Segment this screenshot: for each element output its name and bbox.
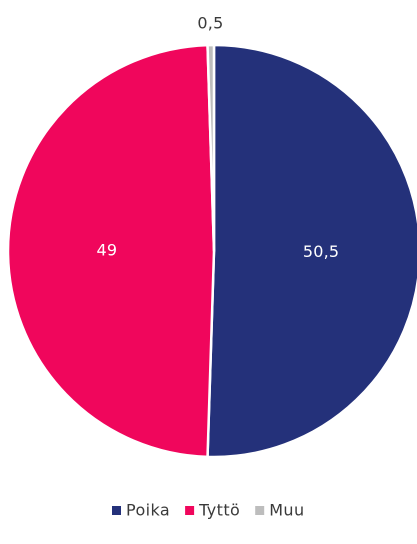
pie-slice-muu [206, 43, 216, 253]
legend-label-poika: Poika [126, 501, 170, 520]
legend-swatch-muu [255, 506, 265, 515]
legend-label-muu: Muu [269, 501, 304, 520]
pie-slice-tyttö [6, 43, 216, 459]
pie-slice-poika [206, 43, 417, 459]
chart-legend: Poika Tyttö Muu [112, 501, 304, 520]
legend-swatch-tyttö [185, 506, 195, 515]
data-label-poika: 50,5 [303, 242, 339, 261]
pie-slices [6, 43, 417, 459]
data-label-tyttö: 49 [96, 241, 117, 260]
pie-data-labels: 50,5 49 0,5 [96, 14, 339, 262]
legend-label-tyttö: Tyttö [198, 501, 240, 520]
legend-swatch-poika [112, 506, 121, 515]
data-label-muu: 0,5 [197, 14, 223, 33]
